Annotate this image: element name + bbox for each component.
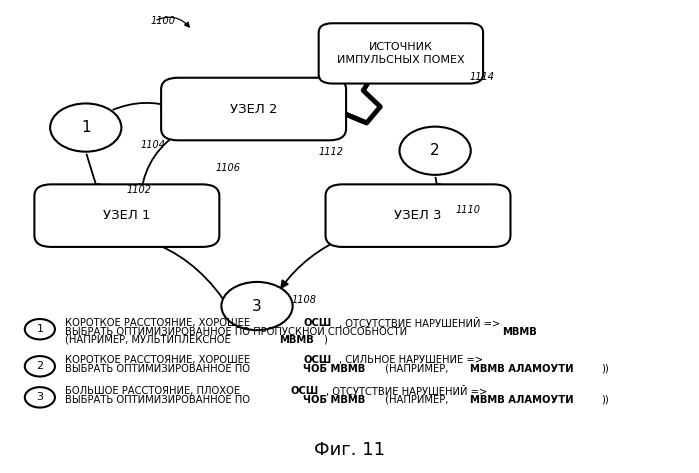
Circle shape (50, 104, 122, 152)
Text: ОСШ: ОСШ (303, 355, 331, 365)
Text: БОЛЬШОЕ РАССТОЯНИЕ, ПЛОХОЕ: БОЛЬШОЕ РАССТОЯНИЕ, ПЛОХОЕ (65, 386, 243, 396)
Text: ВЫБРАТЬ ОПТИМИЗИРОВАННОЕ ПО: ВЫБРАТЬ ОПТИМИЗИРОВАННОЕ ПО (65, 364, 253, 374)
Text: 3: 3 (252, 298, 262, 314)
Text: 1104: 1104 (140, 140, 166, 150)
Text: КОРОТКОЕ РАССТОЯНИЕ, ХОРОШЕЕ: КОРОТКОЕ РАССТОЯНИЕ, ХОРОШЕЕ (65, 355, 254, 365)
Text: МВМВ АЛАМОУТИ: МВМВ АЛАМОУТИ (470, 394, 573, 405)
Circle shape (24, 387, 55, 408)
Text: )): )) (600, 364, 609, 374)
Text: 1: 1 (81, 120, 91, 135)
Text: 1: 1 (36, 324, 43, 334)
Text: КОРОТКОЕ РАССТОЯНИЕ, ХОРОШЕЕ: КОРОТКОЕ РАССТОЯНИЕ, ХОРОШЕЕ (65, 318, 254, 328)
Text: (НАПРИМЕР,: (НАПРИМЕР, (382, 364, 452, 374)
Circle shape (222, 282, 293, 330)
Text: ЧОБ МВМВ: ЧОБ МВМВ (303, 364, 366, 374)
Text: (НАПРИМЕР,: (НАПРИМЕР, (382, 394, 452, 405)
Text: 1106: 1106 (216, 163, 241, 173)
FancyBboxPatch shape (319, 23, 483, 84)
Text: УЗЕЛ 3: УЗЕЛ 3 (394, 209, 442, 222)
Text: 1112: 1112 (319, 147, 344, 157)
Text: )): )) (600, 394, 609, 405)
Text: ВЫБРАТЬ ОПТИМИЗИРОВАННОЕ ПО ПРОПУСКНОЙ СПОСОБНОСТИ: ВЫБРАТЬ ОПТИМИЗИРОВАННОЕ ПО ПРОПУСКНОЙ С… (65, 326, 410, 336)
Text: 2: 2 (431, 143, 440, 158)
FancyBboxPatch shape (161, 78, 346, 140)
FancyBboxPatch shape (34, 184, 219, 247)
Text: ЧОБ МВМВ: ЧОБ МВМВ (303, 394, 366, 405)
Text: (НАПРИМЕР, МУЛЬТИПЛЕКСНОЕ: (НАПРИМЕР, МУЛЬТИПЛЕКСНОЕ (65, 335, 234, 345)
Text: 1114: 1114 (470, 71, 494, 81)
Text: 3: 3 (36, 392, 43, 403)
Text: МВМВ: МВМВ (279, 335, 314, 345)
Text: Фиг. 11: Фиг. 11 (314, 441, 385, 459)
Text: ОСШ: ОСШ (291, 386, 319, 396)
Text: 1108: 1108 (291, 296, 316, 306)
Text: 1100: 1100 (151, 16, 176, 26)
Circle shape (24, 319, 55, 340)
Text: 1102: 1102 (127, 185, 152, 195)
Text: 1110: 1110 (456, 205, 481, 215)
Text: УЗЕЛ 1: УЗЕЛ 1 (103, 209, 150, 222)
Text: ): ) (323, 335, 326, 345)
Text: ОСШ: ОСШ (303, 318, 331, 328)
Circle shape (24, 356, 55, 377)
Text: , ОТСУТСТВИЕ НАРУШЕНИЙ =>: , ОТСУТСТВИЕ НАРУШЕНИЙ => (326, 386, 488, 397)
Text: ИСТОЧНИК
ИМПУЛЬСНЫХ ПОМЕХ: ИСТОЧНИК ИМПУЛЬСНЫХ ПОМЕХ (337, 42, 465, 65)
FancyBboxPatch shape (326, 184, 510, 247)
Text: ВЫБРАТЬ ОПТИМИЗИРОВАННОЕ ПО: ВЫБРАТЬ ОПТИМИЗИРОВАННОЕ ПО (65, 394, 253, 405)
Text: МВМВ АЛАМОУТИ: МВМВ АЛАМОУТИ (470, 364, 573, 374)
Text: УЗЕЛ 2: УЗЕЛ 2 (230, 103, 278, 115)
Text: 2: 2 (36, 361, 43, 371)
Text: , ОТСУТСТВИЕ НАРУШЕНИЙ =>: , ОТСУТСТВИЕ НАРУШЕНИЙ => (339, 318, 500, 329)
Circle shape (400, 127, 470, 175)
Text: , СИЛЬНОЕ НАРУШЕНИЕ =>: , СИЛЬНОЕ НАРУШЕНИЕ => (339, 355, 483, 365)
Text: МВМВ: МВМВ (502, 326, 537, 336)
